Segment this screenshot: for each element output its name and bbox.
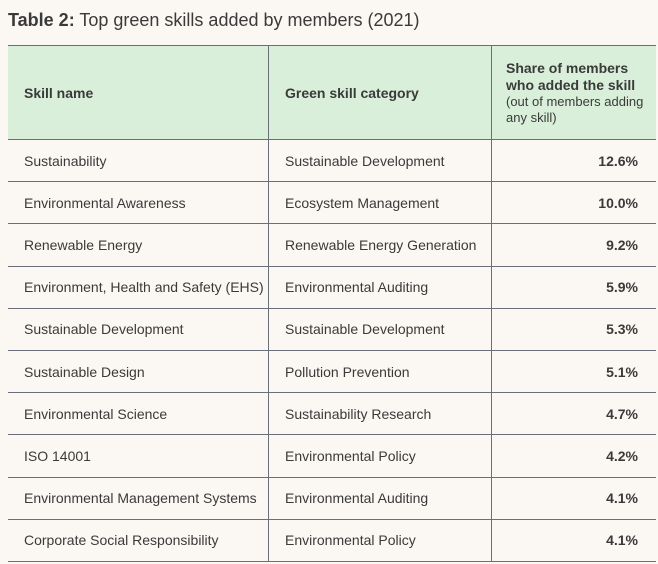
table-row: Renewable Energy Renewable Energy Genera… [8, 224, 656, 267]
table-row: Environmental Awareness Ecosystem Manage… [8, 182, 656, 225]
table-header-row: Skill name Green skill category Share of… [8, 46, 656, 140]
table-title-prefix: Table 2: [8, 10, 75, 30]
skill-name-cell: Corporate Social Responsibility [8, 519, 269, 561]
share-value-cell: 5.3% [606, 321, 638, 338]
share-value-cell: 10.0% [598, 194, 638, 211]
skill-category-cell: Sustainable Development [269, 140, 492, 182]
table-title: Table 2: Top green skills added by membe… [8, 8, 420, 32]
share-value-cell: 5.9% [606, 279, 638, 296]
share-value-cell: 4.2% [606, 447, 638, 464]
skills-table: Skill name Green skill category Share of… [8, 45, 656, 562]
table-row: Environmental Management Systems Environ… [8, 477, 656, 520]
share-value-cell: 4.1% [606, 532, 638, 549]
table-row: Sustainable Design Pollution Prevention … [8, 350, 656, 394]
table-row: Corporate Social Responsibility Environm… [8, 519, 656, 562]
skill-name-cell: Sustainable Design [8, 350, 269, 393]
skill-category-cell: Pollution Prevention [269, 350, 492, 393]
header-share-main: Share of members who added the skill [506, 59, 636, 93]
skill-category-cell: Environmental Policy [269, 435, 492, 477]
share-value-cell: 9.2% [606, 236, 638, 253]
skill-category-cell: Sustainable Development [269, 308, 492, 350]
skill-name-cell: Sustainability [8, 140, 269, 182]
table-row: Sustainability Sustainable Development 1… [8, 140, 656, 183]
skill-category-cell: Environmental Auditing [269, 266, 492, 308]
skill-category-cell: Ecosystem Management [269, 182, 492, 224]
table-row: Environmental Science Sustainability Res… [8, 393, 656, 436]
share-value-cell: 4.7% [606, 405, 638, 422]
table-row: Environment, Health and Safety (EHS) Env… [8, 266, 656, 309]
header-share-of-members: Share of members who added the skill (ou… [492, 46, 656, 139]
skill-name-cell: Environmental Management Systems [8, 477, 269, 519]
header-skill-name: Skill name [8, 46, 269, 139]
skill-name-cell: Environment, Health and Safety (EHS) [8, 266, 269, 308]
skill-category-cell: Renewable Energy Generation [269, 224, 492, 266]
share-value-cell: 4.1% [606, 490, 638, 507]
table-row: ISO 14001 Environmental Policy 4.2% [8, 435, 656, 478]
table-title-text: Top green skills added by members (2021) [79, 10, 420, 30]
share-value-cell: 12.6% [598, 152, 638, 169]
skill-name-cell: Environmental Awareness [8, 182, 269, 224]
skill-name-cell: ISO 14001 [8, 435, 269, 477]
skill-category-cell: Environmental Policy [269, 519, 492, 561]
skill-category-cell: Environmental Auditing [269, 477, 492, 519]
table-row: Sustainable Development Sustainable Deve… [8, 308, 656, 351]
header-green-skill-category: Green skill category [269, 46, 492, 139]
skill-name-cell: Environmental Science [8, 393, 269, 435]
skill-name-cell: Sustainable Development [8, 308, 269, 350]
skill-category-cell: Sustainability Research [269, 393, 492, 435]
share-value-cell: 5.1% [606, 363, 638, 380]
skill-name-cell: Renewable Energy [8, 224, 269, 266]
header-share-sub: (out of members adding any skill) [506, 93, 644, 125]
